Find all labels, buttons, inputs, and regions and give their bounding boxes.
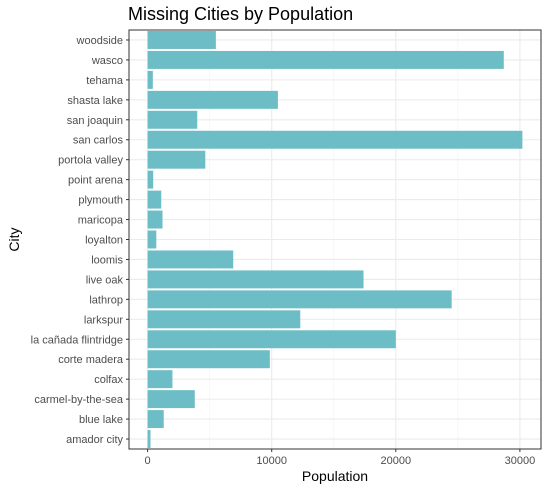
bar: [148, 410, 164, 428]
bar: [148, 350, 270, 368]
y-tick-label: maricopa: [78, 215, 124, 227]
y-tick-label: san carlos: [73, 135, 124, 147]
y-axis-title: City: [6, 227, 22, 251]
bar: [148, 330, 396, 348]
bar: [148, 191, 162, 209]
bar: [148, 211, 163, 229]
y-tick-label: san joaquin: [67, 115, 123, 127]
bar: [148, 310, 301, 328]
bar: [148, 131, 523, 149]
x-tick-label: 30000: [505, 455, 536, 467]
y-tick-label: larkspur: [84, 314, 123, 326]
y-tick-label: plymouth: [78, 195, 123, 207]
y-tick-label: woodside: [76, 35, 123, 47]
bar: [148, 390, 195, 408]
bar: [148, 270, 364, 288]
y-tick-label: blue lake: [79, 414, 123, 426]
y-tick-label: amador city: [66, 434, 123, 446]
x-tick-label: 10000: [256, 455, 287, 467]
bar: [148, 111, 198, 129]
y-tick-label: portola valley: [58, 155, 123, 167]
bar: [148, 430, 151, 448]
bar: [148, 31, 216, 49]
y-tick-label: la cañada flintridge: [31, 334, 123, 346]
y-tick-label: loomis: [91, 254, 123, 266]
bar: [148, 151, 206, 169]
y-tick-label: lathrop: [89, 294, 123, 306]
bar: [148, 370, 173, 388]
y-tick-label: point arena: [68, 175, 124, 187]
y-tick-label: shasta lake: [67, 95, 123, 107]
y-tick-label: loyalton: [85, 235, 123, 247]
bar: [148, 290, 452, 308]
y-tick-label: carmel-by-the-sea: [34, 394, 124, 406]
y-tick-label: colfax: [94, 374, 123, 386]
bar: [148, 250, 234, 268]
bar: [148, 171, 154, 189]
y-tick-label: tehama: [86, 75, 124, 87]
y-tick-label: live oak: [86, 274, 124, 286]
y-tick-label: corte madera: [58, 354, 124, 366]
bar: [148, 231, 157, 249]
x-tick-label: 0: [145, 455, 151, 467]
bar: [148, 71, 153, 89]
x-tick-label: 20000: [381, 455, 412, 467]
bar: [148, 51, 504, 69]
bar: [148, 91, 278, 109]
x-axis-title: Population: [302, 468, 368, 484]
y-tick-label: wasco: [91, 55, 123, 67]
